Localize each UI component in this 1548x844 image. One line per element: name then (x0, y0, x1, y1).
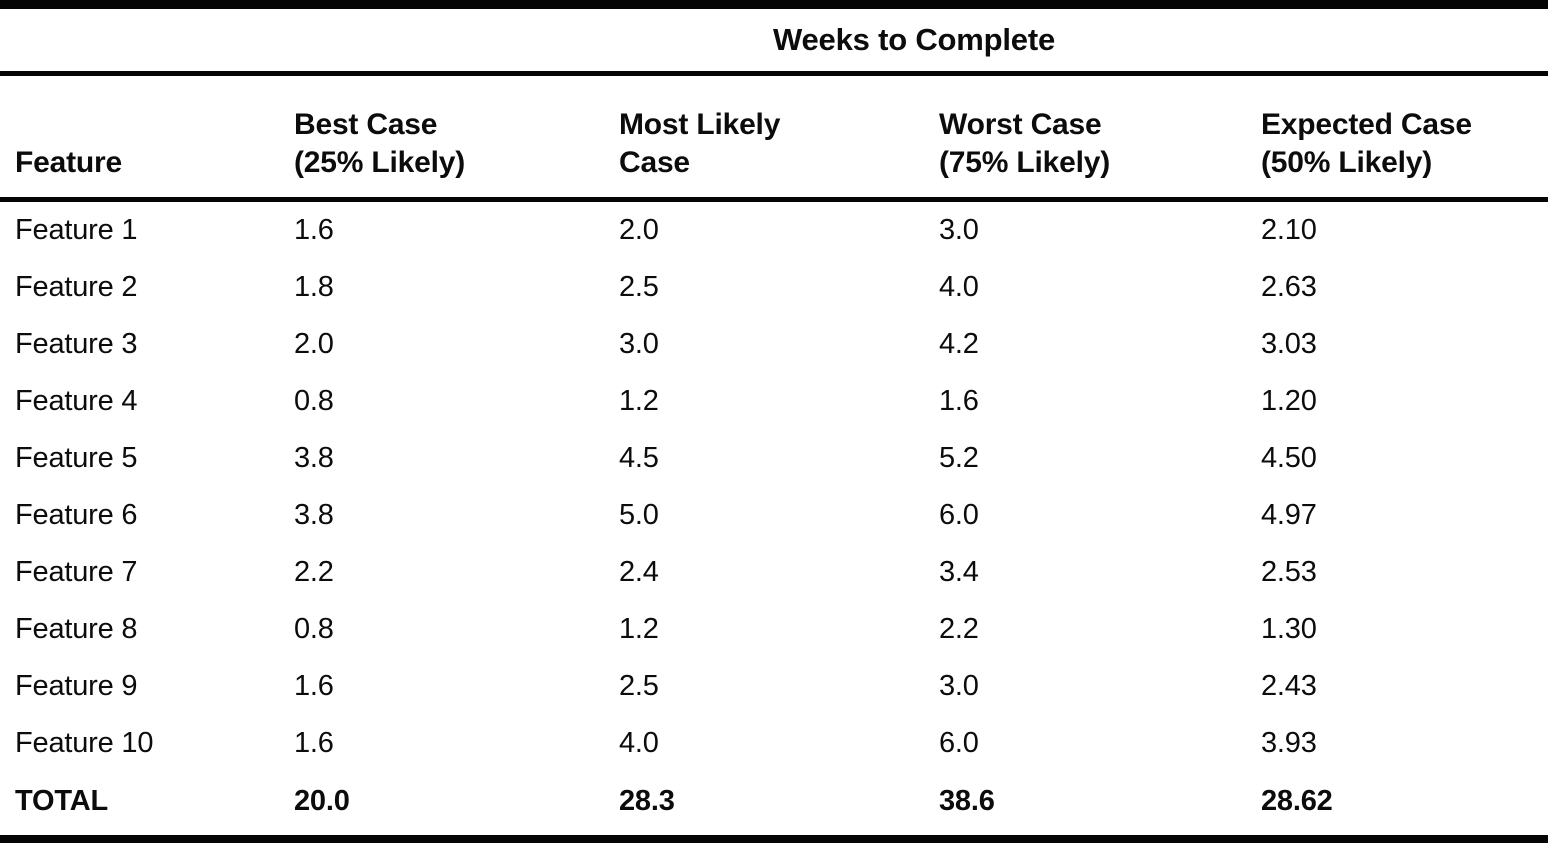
expected-case-value: 3.03 (1261, 328, 1317, 360)
table-row: Feature 2 1.8 2.5 4.0 2.63 (0, 259, 1548, 316)
best-case-value: 0.8 (294, 385, 334, 417)
column-header-worst-case: Worst Case (75% Likely) (925, 73, 1247, 202)
best-case-value: 2.2 (294, 556, 334, 588)
column-header-best-case-line1: Best Case (294, 107, 438, 141)
total-worst-case-value: 38.6 (939, 785, 995, 817)
feature-label: Feature 6 (15, 499, 138, 531)
column-header-worst-case-line2: (75% Likely) (939, 145, 1111, 179)
column-header-most-likely-line2: Case (619, 145, 690, 179)
expected-case-value: 2.63 (1261, 271, 1317, 303)
table-row: Feature 4 0.8 1.2 1.6 1.20 (0, 373, 1548, 430)
total-label: TOTAL (15, 785, 108, 817)
column-header-expected-case-line1: Expected Case (1261, 107, 1472, 141)
column-header-expected-case-line2: (50% Likely) (1261, 145, 1433, 179)
feature-label: Feature 4 (15, 385, 138, 417)
worst-case-value: 3.4 (939, 556, 979, 588)
best-case-value: 1.8 (294, 271, 334, 303)
best-case-value: 3.8 (294, 499, 334, 531)
most-likely-value: 4.5 (619, 442, 659, 474)
feature-label: Feature 5 (15, 442, 138, 474)
table-row: Feature 3 2.0 3.0 4.2 3.03 (0, 316, 1548, 373)
column-header-row: Feature Best Case (25% Likely) Most Like… (0, 73, 1548, 202)
feature-label: Feature 7 (15, 556, 138, 588)
expected-case-value: 4.50 (1261, 442, 1317, 474)
most-likely-value: 3.0 (619, 328, 659, 360)
most-likely-value: 1.2 (619, 613, 659, 645)
column-header-most-likely: Most Likely Case (605, 73, 925, 202)
best-case-value: 1.6 (294, 214, 334, 246)
column-header-expected-case: Expected Case (50% Likely) (1247, 73, 1548, 202)
total-row: TOTAL 20.0 28.3 38.6 28.62 (0, 772, 1548, 839)
table-row: Feature 10 1.6 4.0 6.0 3.93 (0, 715, 1548, 772)
feature-label: Feature 3 (15, 328, 138, 360)
expected-case-value: 2.53 (1261, 556, 1317, 588)
feature-label: Feature 9 (15, 670, 138, 702)
expected-case-value: 2.10 (1261, 214, 1317, 246)
total-expected-case-value: 28.62 (1261, 785, 1333, 817)
table-row: Feature 9 1.6 2.5 3.0 2.43 (0, 658, 1548, 715)
expected-case-value: 2.43 (1261, 670, 1317, 702)
most-likely-value: 2.0 (619, 214, 659, 246)
column-header-best-case: Best Case (25% Likely) (280, 73, 605, 202)
best-case-value: 3.8 (294, 442, 334, 474)
spanning-header-row: Weeks to Complete (0, 4, 1548, 76)
best-case-value: 1.6 (294, 727, 334, 759)
column-header-best-case-line2: (25% Likely) (294, 145, 466, 179)
best-case-value: 2.0 (294, 328, 334, 360)
worst-case-value: 4.0 (939, 271, 979, 303)
table-row: Feature 7 2.2 2.4 3.4 2.53 (0, 544, 1548, 601)
column-header-feature-label: Feature (15, 145, 122, 179)
feature-label: Feature 10 (15, 727, 154, 759)
worst-case-value: 6.0 (939, 727, 979, 759)
worst-case-value: 3.0 (939, 214, 979, 246)
feature-label: Feature 8 (15, 613, 138, 645)
expected-case-value: 4.97 (1261, 499, 1317, 531)
most-likely-value: 2.5 (619, 271, 659, 303)
best-case-value: 1.6 (294, 670, 334, 702)
table-title: Weeks to Complete (280, 4, 1548, 76)
worst-case-value: 5.2 (939, 442, 979, 474)
worst-case-value: 3.0 (939, 670, 979, 702)
worst-case-value: 1.6 (939, 385, 979, 417)
column-header-worst-case-line1: Worst Case (939, 107, 1102, 141)
table-row: Feature 8 0.8 1.2 2.2 1.30 (0, 601, 1548, 658)
expected-case-value: 1.30 (1261, 613, 1317, 645)
expected-case-value: 3.93 (1261, 727, 1317, 759)
table-row: Feature 1 1.6 2.0 3.0 2.10 (0, 200, 1548, 260)
most-likely-value: 5.0 (619, 499, 659, 531)
worst-case-value: 2.2 (939, 613, 979, 645)
most-likely-value: 1.2 (619, 385, 659, 417)
total-most-likely-value: 28.3 (619, 785, 675, 817)
column-header-feature: Feature (0, 73, 280, 202)
most-likely-value: 4.0 (619, 727, 659, 759)
table-row: Feature 5 3.8 4.5 5.2 4.50 (0, 430, 1548, 487)
best-case-value: 0.8 (294, 613, 334, 645)
feature-label: Feature 1 (15, 214, 138, 246)
worst-case-value: 4.2 (939, 328, 979, 360)
total-best-case-value: 20.0 (294, 785, 350, 817)
spanning-header-empty-cell (0, 4, 280, 76)
table-row: Feature 6 3.8 5.0 6.0 4.97 (0, 487, 1548, 544)
most-likely-value: 2.5 (619, 670, 659, 702)
expected-case-value: 1.20 (1261, 385, 1317, 417)
worst-case-value: 6.0 (939, 499, 979, 531)
most-likely-value: 2.4 (619, 556, 659, 588)
column-header-most-likely-line1: Most Likely (619, 107, 781, 141)
feature-label: Feature 2 (15, 271, 138, 303)
